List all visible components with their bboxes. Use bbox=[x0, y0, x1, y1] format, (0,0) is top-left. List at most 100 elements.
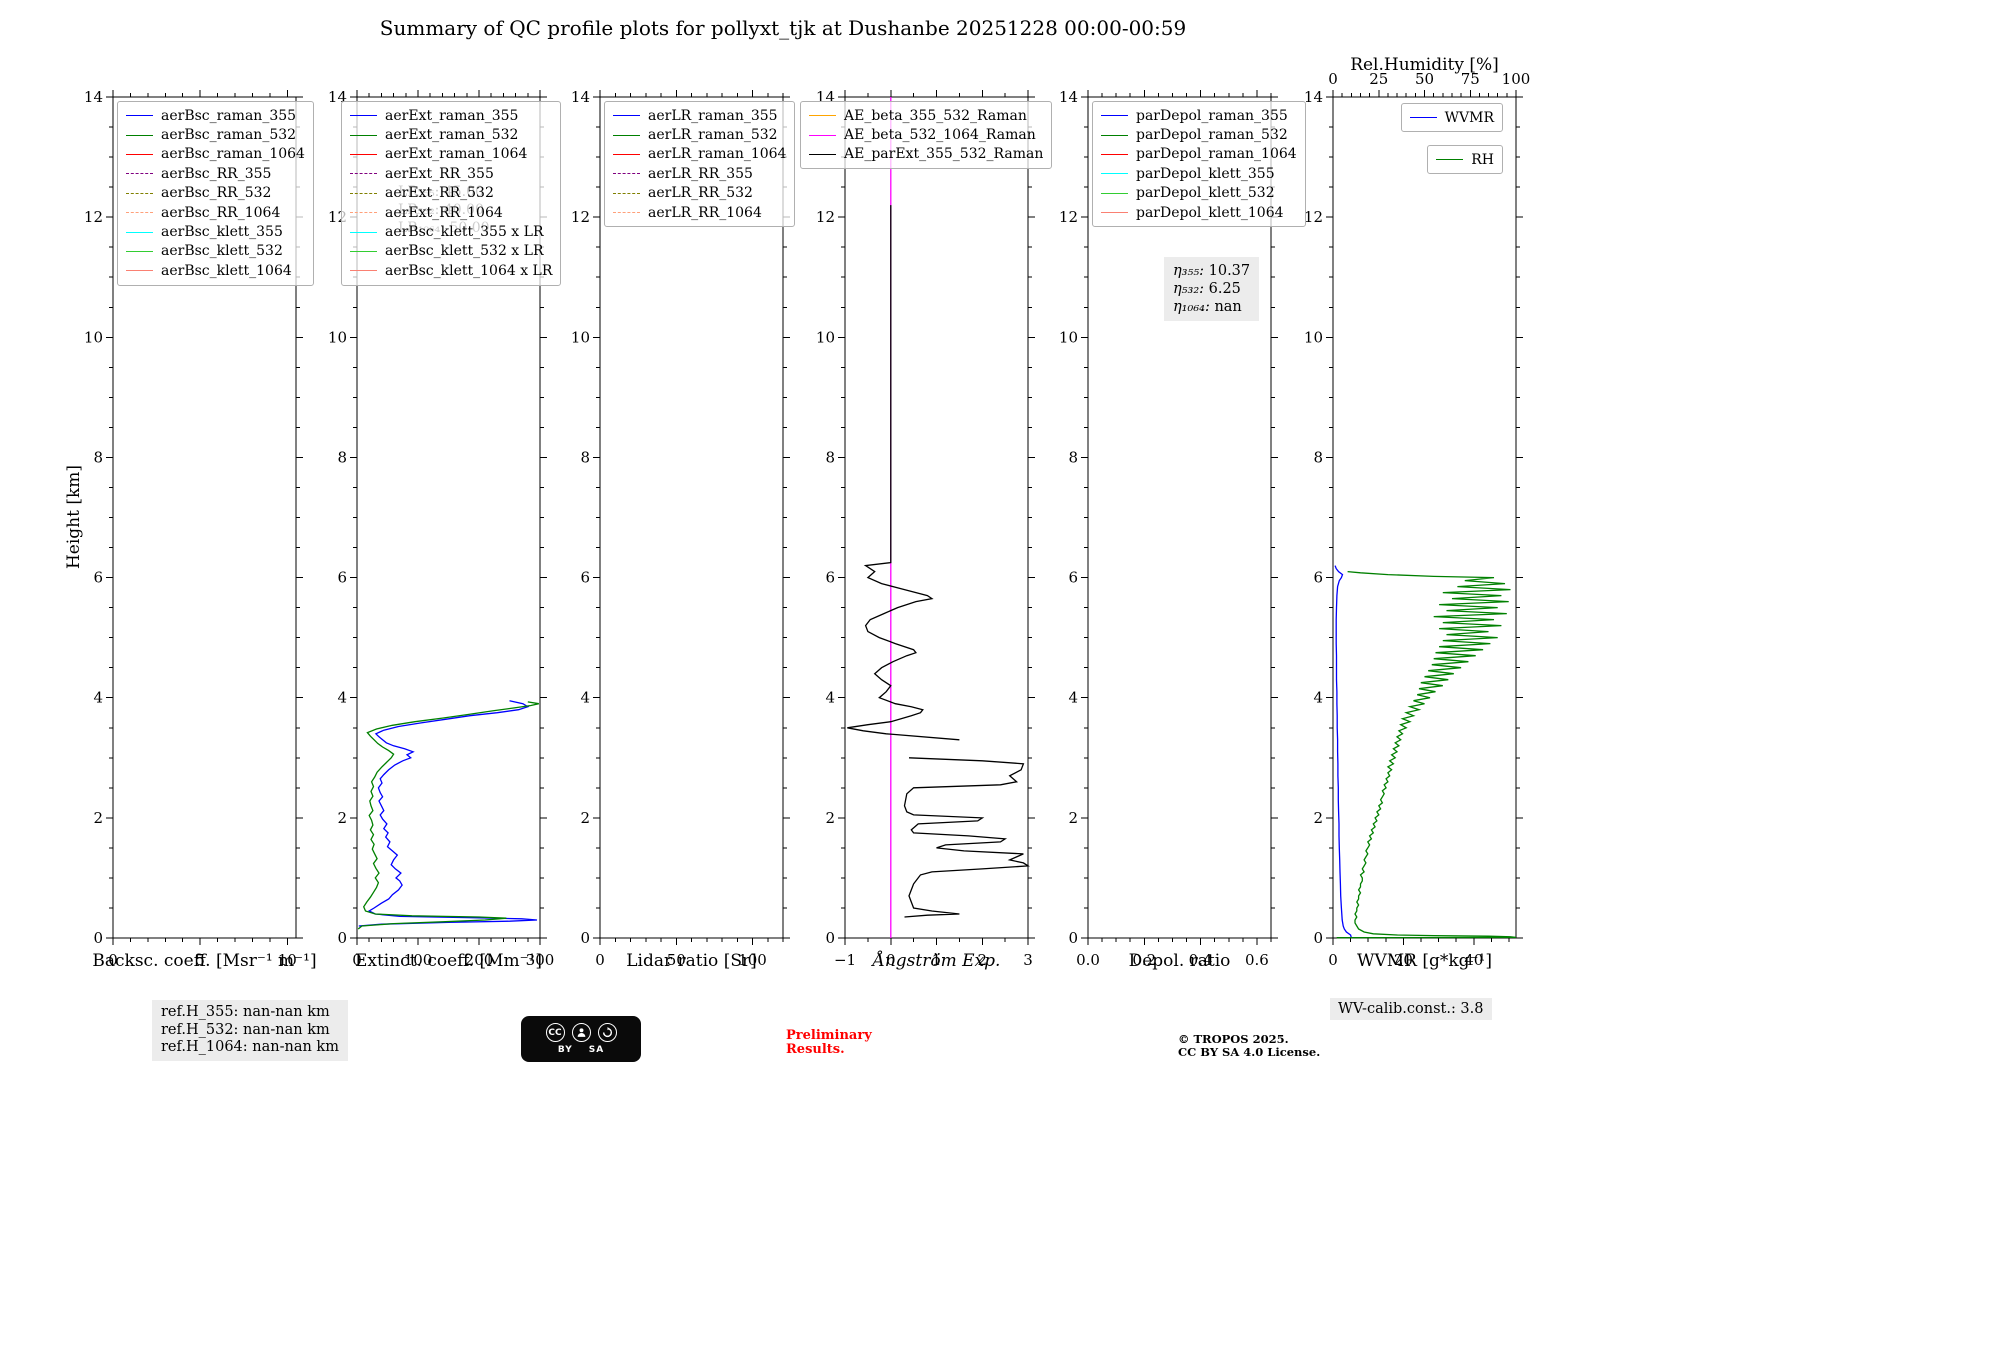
tick-label: 8 bbox=[337, 448, 347, 466]
ref-h-1064: ref.H_1064: nan-nan km bbox=[161, 1039, 339, 1055]
tick-label: 12 bbox=[571, 208, 590, 226]
tick-label: 0 bbox=[1328, 70, 1338, 88]
plot-frame-wvmr-rh bbox=[1332, 96, 1517, 939]
plot-frame-depol bbox=[1087, 96, 1272, 939]
tick-label: 2 bbox=[977, 951, 987, 969]
tick-label: 0 bbox=[1068, 929, 1078, 947]
tick-label: 4 bbox=[580, 689, 590, 707]
x-axis-label-rel-humidity: Rel.Humidity [%] bbox=[1350, 55, 1499, 75]
tick-label: 2 bbox=[580, 809, 590, 827]
plot-frame-angstrom bbox=[844, 96, 1029, 939]
cc-badge-icons: CC bbox=[545, 1023, 617, 1042]
tick-label: 10 bbox=[1304, 328, 1323, 346]
tropos-line1: © TROPOS 2025. bbox=[1178, 1032, 1289, 1046]
tropos-line2: CC BY SA 4.0 License. bbox=[1178, 1045, 1321, 1059]
tick-label: 3 bbox=[1023, 951, 1033, 969]
tick-label: 0.2 bbox=[1132, 951, 1156, 969]
tick-label: 0.6 bbox=[1245, 951, 1269, 969]
tick-label: 4 bbox=[1068, 689, 1078, 707]
tick-label: 50 bbox=[1415, 70, 1434, 88]
eta-355: η₃₅₅: 10.37 bbox=[1173, 262, 1250, 280]
series-RH bbox=[1336, 570, 1517, 939]
tick-label: 14 bbox=[816, 88, 835, 106]
lidar-ratio-note: LR₃₅₅: 45.00 LR₅₃₂: 40.00 LR₁₀₆₄: 50.00 bbox=[398, 183, 490, 237]
tick-label: 14 bbox=[84, 88, 103, 106]
depol-calibration-eta-box: η₃₅₅: 10.37 η₅₃₂: 6.25 η₁₀₆₄: nan bbox=[1164, 257, 1260, 321]
tick-label: 1 bbox=[932, 951, 942, 969]
tick-label: 0 bbox=[595, 951, 605, 969]
cc-badge-labels: BY SA bbox=[558, 1045, 604, 1055]
tick-label: 100 bbox=[1502, 70, 1531, 88]
tick-label: 20 bbox=[1394, 951, 1413, 969]
tick-label: 8 bbox=[1313, 448, 1323, 466]
eta-532: η₅₃₂: 6.25 bbox=[1173, 280, 1250, 298]
lidar-ratio-note-1064: LR₁₀₆₄: 50.00 bbox=[398, 220, 490, 236]
x-axis-label-lidar-ratio: Lidar ratio [Sr] bbox=[626, 951, 757, 971]
tick-label: 12 bbox=[328, 208, 347, 226]
tick-label: 40 bbox=[1464, 951, 1483, 969]
tick-label: 0 bbox=[108, 951, 118, 969]
preliminary-line1: Preliminary bbox=[786, 1028, 872, 1043]
tick-label: 0 bbox=[337, 929, 347, 947]
eta-355-symbol: η₃₅₅: bbox=[1173, 263, 1209, 279]
tick-label: 2 bbox=[1068, 809, 1078, 827]
tick-label: 0 bbox=[1313, 929, 1323, 947]
tick-label: 10 bbox=[1059, 328, 1078, 346]
x-axis-label-extinction: Extinct. coeff. [Mm⁻¹] bbox=[354, 951, 543, 971]
ref-h-532: ref.H_532: nan-nan km bbox=[161, 1021, 330, 1038]
tick-label: 25 bbox=[1369, 70, 1388, 88]
tick-label: 8 bbox=[93, 448, 103, 466]
tick-label: 0 bbox=[580, 929, 590, 947]
tick-label: 200 bbox=[465, 951, 494, 969]
eta-1064-value: nan bbox=[1214, 299, 1242, 315]
tick-label: 2 bbox=[825, 809, 835, 827]
tick-label: 4 bbox=[337, 689, 347, 707]
tick-label: 100 bbox=[404, 951, 433, 969]
series-aerExt_raman_532 bbox=[357, 701, 539, 930]
tick-label: 0 bbox=[93, 929, 103, 947]
tick-label: 6 bbox=[1313, 569, 1323, 587]
tick-label: 0 bbox=[352, 951, 362, 969]
tick-label: 12 bbox=[1304, 208, 1323, 226]
tick-label: 4 bbox=[1313, 689, 1323, 707]
tick-label: 8 bbox=[580, 448, 590, 466]
tick-label: 50 bbox=[667, 951, 686, 969]
tick-label: 0 bbox=[886, 951, 896, 969]
eta-532-symbol: η₅₃₂: bbox=[1173, 281, 1209, 297]
tick-label: 2 bbox=[93, 809, 103, 827]
x-axis-label-angstrom: Ångström Exp. bbox=[872, 951, 1001, 971]
x-axis-label-depol: Depol. ratio bbox=[1128, 951, 1231, 971]
share-alike-arrow-icon bbox=[597, 1023, 617, 1042]
tick-label: 0.4 bbox=[1189, 951, 1213, 969]
tick-label: 6 bbox=[1068, 569, 1078, 587]
eta-532-value: 6.25 bbox=[1208, 281, 1241, 297]
preliminary-results-note: Preliminary Results. bbox=[786, 1029, 872, 1057]
cc-license-badge: CC BY SA bbox=[521, 1016, 641, 1062]
wv-calibration-constant: WV-calib.const.: 3.8 bbox=[1330, 998, 1492, 1020]
tick-label: 10 bbox=[84, 328, 103, 346]
series-AE_parExt_355_532_Raman bbox=[847, 205, 1030, 918]
cc-badge-by-label: BY bbox=[557, 1045, 573, 1055]
tick-label: 14 bbox=[1059, 88, 1078, 106]
tick-label: 0.0 bbox=[1076, 951, 1100, 969]
x-axis-label-backscatter: Backsc. coeff. [Msr⁻¹ m⁻¹] bbox=[92, 951, 317, 971]
cc-icon: CC bbox=[545, 1023, 565, 1042]
tick-label: 10 bbox=[571, 328, 590, 346]
tick-label: 6 bbox=[580, 569, 590, 587]
tick-label: −1 bbox=[834, 951, 856, 969]
y-axis-label: Height [km] bbox=[64, 464, 84, 570]
tick-label: 12 bbox=[816, 208, 835, 226]
x-axis-label-wvmr: WVMR [g*kg⁻¹] bbox=[1357, 951, 1492, 971]
plot-frame-lidar-ratio bbox=[599, 96, 784, 939]
tick-label: 12 bbox=[1059, 208, 1078, 226]
lidar-ratio-note-355: LR₃₅₅: 45.00 bbox=[398, 184, 484, 200]
tick-label: 4 bbox=[93, 689, 103, 707]
cc-badge-sa-label: SA bbox=[588, 1045, 605, 1055]
tick-label: 0 bbox=[1328, 951, 1338, 969]
plot-frame-backscatter bbox=[112, 96, 297, 939]
tick-label: 10 bbox=[816, 328, 835, 346]
tick-label: 12 bbox=[84, 208, 103, 226]
tick-label: 100 bbox=[738, 951, 767, 969]
